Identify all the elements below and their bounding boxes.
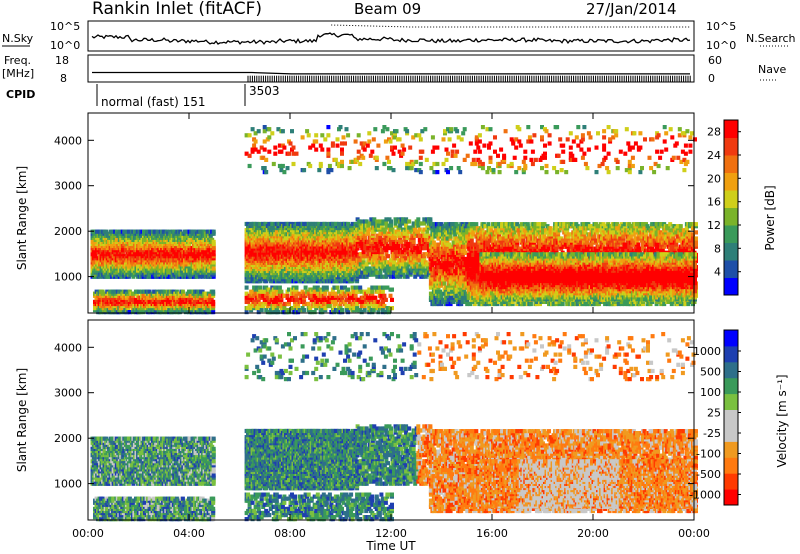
freq-tick-bottom: 8: [60, 72, 67, 85]
power-cell: [211, 229, 216, 234]
noise-right-tick-bottom: 10^0: [706, 39, 736, 52]
nsearch-line: [331, 24, 690, 28]
power-cell: [153, 310, 158, 315]
nave-label: Nave: [758, 63, 786, 76]
power-cell: [407, 219, 412, 224]
power-cell: [180, 289, 185, 294]
power-cell: [211, 239, 216, 244]
power-cell: [127, 310, 132, 315]
power-cell: [366, 231, 371, 236]
freq-label: Freq.: [4, 54, 31, 67]
power-cell: [416, 217, 421, 222]
power-cell: [389, 219, 393, 224]
freq-series: [92, 71, 691, 82]
power-data-field: [90, 125, 698, 315]
power-cell: [211, 310, 216, 315]
power-cell: [386, 254, 390, 259]
power-cell: [134, 252, 139, 257]
nave-tick-bottom: 0: [708, 72, 715, 85]
power-cell: [113, 252, 118, 257]
power-cell: [411, 239, 416, 244]
power-cell: [198, 274, 203, 279]
power-cell: [138, 310, 143, 315]
noise-left-tick-bottom: 10^0: [50, 39, 80, 52]
freq-unit-label: [MHz]: [2, 67, 34, 80]
cpid-first: normal (fast) 151: [101, 95, 205, 109]
power-cell: [184, 252, 189, 257]
beam-title: Beam 09: [354, 0, 421, 18]
nsearch-label: N.Search: [746, 32, 796, 45]
power-cell: [158, 243, 163, 249]
cpid-second: 3503: [249, 84, 280, 98]
nsky-label: N.Sky: [2, 32, 34, 45]
noise-left-tick-top: 10^5: [50, 20, 80, 33]
power-cell: [211, 252, 216, 257]
power-cell: [378, 270, 383, 275]
cpid-label: CPID: [6, 88, 35, 101]
power-cell: [147, 289, 152, 294]
power-cell: [179, 246, 184, 251]
power-cell: [137, 289, 141, 294]
power-cell: [152, 289, 157, 294]
power-cell: [162, 289, 167, 294]
noise-panel: N.Sky N.Search 10^5 10^0 10^5 10^0: [2, 20, 796, 52]
noise-series: [91, 24, 691, 45]
nsky-line: [91, 32, 691, 45]
power-cell: [428, 217, 433, 222]
freq-tick-top: 18: [55, 54, 69, 67]
power-cell: [211, 246, 216, 251]
noise-right-tick-top: 10^5: [706, 20, 736, 33]
power-cell: [99, 310, 104, 315]
power-cell: [147, 308, 152, 313]
date-title: 27/Jan/2014: [586, 0, 677, 18]
power-cell: [211, 260, 216, 265]
power-cell: [211, 266, 216, 271]
power-cell: [389, 223, 393, 228]
freq-line: [92, 71, 690, 75]
freq-panel: Freq. [MHz] 18 8 60 0 Nave: [2, 54, 786, 85]
power-cell: [93, 252, 98, 257]
station-title: Rankin Inlet (fitACF): [92, 0, 262, 19]
power-cell: [211, 299, 216, 304]
nave-tick-top: 60: [708, 54, 722, 67]
power-cell: [211, 289, 216, 294]
power-cell: [425, 229, 430, 234]
power-cell: [207, 252, 212, 257]
